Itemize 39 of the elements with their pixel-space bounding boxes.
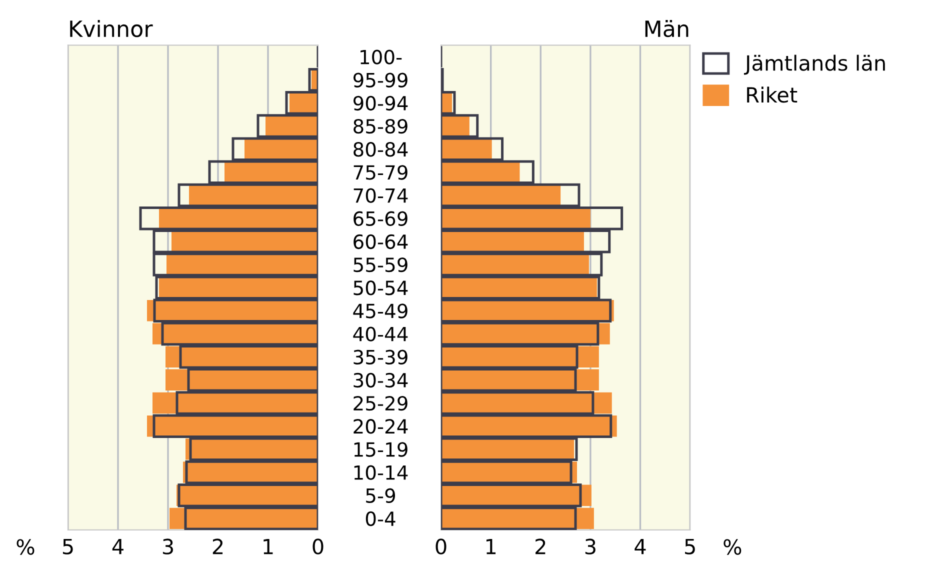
x-tick-label: 2: [212, 538, 223, 554]
x-tick-label: 3: [162, 538, 173, 554]
y-tick-label: 30-34: [354, 372, 408, 388]
y-tick-label: 65-69: [354, 211, 408, 226]
legend-label: Jämtlands län: [744, 54, 885, 75]
chart-title: Män: [645, 20, 688, 38]
x-axis-title: %: [16, 539, 34, 555]
y-tick-label: 70-74: [354, 188, 408, 203]
x-tick-label: 4: [634, 538, 646, 554]
y-tick-label: 25-29: [354, 396, 408, 411]
x-tick-label: 5: [62, 538, 73, 554]
y-tick-label: 50-54: [354, 280, 408, 296]
y-tick-label: 0-4: [366, 511, 396, 526]
y-tick-label: 15-19: [354, 442, 408, 457]
y-tick-label: 40-44: [353, 326, 408, 342]
y-tick-label: 45-49: [353, 304, 408, 318]
x-tick-label: 3: [585, 538, 596, 554]
x-tick-label: 2: [536, 538, 546, 554]
x-tick-label: 1: [486, 538, 496, 554]
chart-title: Kvinnor: [70, 20, 153, 38]
y-tick-label: 20-24: [354, 419, 408, 434]
x-axis-title: %: [724, 539, 742, 555]
y-tick-label: 75-79: [354, 165, 408, 180]
x-tick-label: 0: [312, 538, 324, 554]
x-tick-label: 4: [112, 538, 124, 554]
y-tick-label: 100-: [360, 50, 402, 64]
x-tick-label: 1: [264, 538, 273, 554]
legend-label: Riket: [747, 86, 798, 103]
y-tick-label: 85-89: [354, 118, 408, 134]
y-tick-label: 60-64: [354, 234, 408, 250]
y-tick-label: 80-84: [354, 142, 408, 157]
y-tick-label: 10-14: [354, 465, 408, 480]
x-tick-label: 5: [685, 538, 695, 554]
x-tick-label: 0: [436, 538, 446, 554]
y-tick-label: 55-59: [354, 257, 408, 272]
y-tick-label: 5-9: [366, 488, 396, 504]
y-tick-label: 90-94: [353, 96, 408, 111]
y-tick-label: 35-39: [354, 350, 408, 364]
y-tick-label: 95-99: [353, 72, 408, 88]
